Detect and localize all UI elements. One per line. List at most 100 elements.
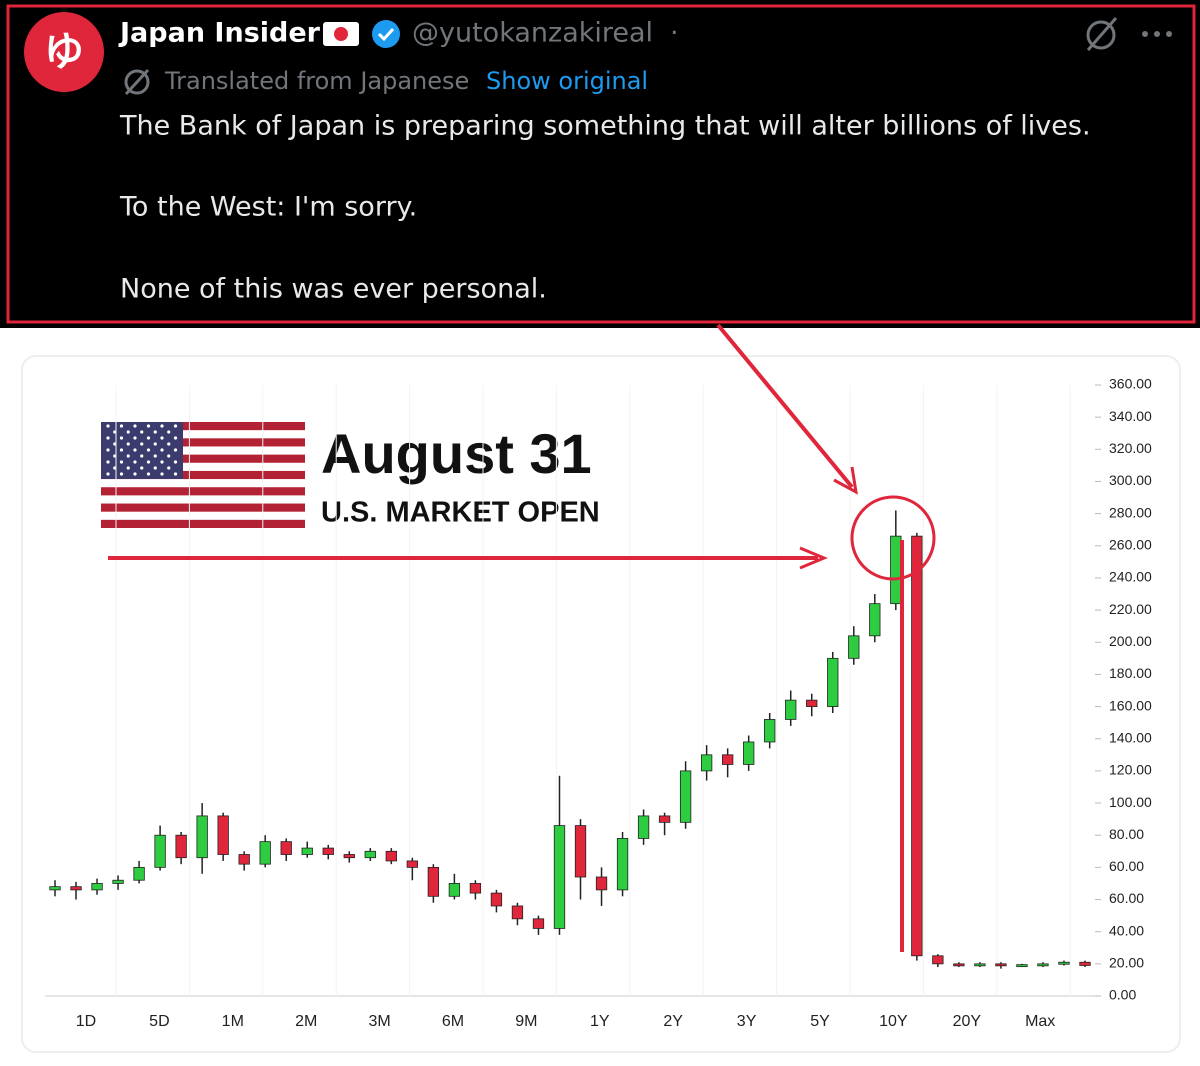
candle-body bbox=[848, 635, 860, 659]
tweet-text: None of this was ever personal. bbox=[120, 274, 547, 305]
period-button[interactable]: 2Y bbox=[663, 1013, 683, 1030]
y-tick-label: 0.00 bbox=[1109, 987, 1136, 1003]
more-menu[interactable] bbox=[1142, 31, 1172, 37]
candle-body bbox=[1016, 964, 1028, 968]
candle-body bbox=[364, 850, 376, 859]
tweet-text: To the West: I'm sorry. bbox=[119, 192, 417, 223]
y-tick-label: 60.00 bbox=[1109, 858, 1144, 874]
candle-body bbox=[280, 841, 292, 855]
candle-body bbox=[890, 535, 902, 605]
y-tick-label: 340.00 bbox=[1109, 408, 1152, 424]
translate-icon bbox=[124, 69, 150, 95]
candle-body bbox=[1058, 961, 1070, 965]
translated-note: Translated from Japanese bbox=[164, 67, 469, 95]
y-tick-label: 60.00 bbox=[1109, 890, 1144, 906]
y-tick-label: 360.00 bbox=[1109, 376, 1152, 392]
y-tick-label: 320.00 bbox=[1109, 440, 1152, 456]
y-tick-label: 120.00 bbox=[1109, 762, 1152, 778]
highlight-box bbox=[6, 4, 1196, 324]
candle-body bbox=[154, 834, 166, 868]
candle-body bbox=[511, 905, 524, 920]
y-tick-label: 240.00 bbox=[1109, 569, 1152, 585]
candle-body bbox=[721, 754, 734, 765]
candle-body bbox=[49, 886, 61, 891]
candle-body bbox=[785, 699, 797, 720]
period-button[interactable]: 3M bbox=[368, 1013, 390, 1030]
candle-body bbox=[448, 883, 461, 897]
candle-body bbox=[259, 841, 271, 865]
candle-body bbox=[974, 963, 986, 967]
author-name[interactable]: Japan Insider bbox=[118, 18, 321, 49]
verified-check bbox=[377, 27, 395, 42]
candle-body bbox=[532, 918, 545, 929]
flag-emoji-sun bbox=[334, 27, 348, 41]
candle-body bbox=[764, 719, 776, 743]
y-tick-label: 300.00 bbox=[1109, 472, 1152, 488]
y-tick-label: 260.00 bbox=[1109, 536, 1152, 552]
candle-body bbox=[553, 825, 566, 929]
annotation-arrows bbox=[108, 323, 936, 952]
avatar-glyph: ゆ bbox=[44, 29, 84, 75]
candle-body bbox=[806, 699, 818, 707]
translate-icon-slash bbox=[124, 68, 150, 96]
us-flag bbox=[101, 422, 305, 528]
candle-body bbox=[995, 963, 1007, 967]
candle-body bbox=[574, 825, 587, 878]
period-button[interactable]: 20Y bbox=[953, 1013, 982, 1030]
candle-body bbox=[196, 815, 208, 859]
candle-body bbox=[1037, 963, 1049, 967]
candle-body bbox=[91, 883, 103, 891]
candle-body bbox=[743, 741, 755, 765]
y-tick-label: 180.00 bbox=[1109, 665, 1152, 681]
candle-body bbox=[953, 963, 965, 967]
candle-body bbox=[238, 854, 250, 865]
y-tick-label: 200.00 bbox=[1109, 633, 1152, 649]
y-tick-label: 140.00 bbox=[1109, 729, 1152, 745]
candle-body bbox=[827, 657, 839, 707]
avatar[interactable] bbox=[24, 12, 104, 92]
show-original-link[interactable]: Show original bbox=[486, 67, 648, 95]
candle-body bbox=[1079, 961, 1091, 966]
y-tick-label: 220.00 bbox=[1109, 601, 1152, 617]
candle-body bbox=[322, 847, 334, 855]
candle-body bbox=[616, 838, 629, 891]
period-button[interactable]: 5D bbox=[149, 1013, 169, 1030]
candle-body bbox=[700, 754, 713, 772]
period-button[interactable]: 1D bbox=[76, 1013, 96, 1030]
candle-body bbox=[427, 866, 440, 897]
period-button[interactable]: 1Y bbox=[590, 1013, 610, 1030]
grok-icon-slash bbox=[1086, 17, 1118, 51]
y-tick-label: 80.00 bbox=[1109, 826, 1144, 842]
candle-body bbox=[112, 879, 124, 884]
candle-body bbox=[343, 854, 355, 859]
period-button[interactable]: 6M bbox=[442, 1013, 464, 1030]
tweet-text: The Bank of Japan is preparing something… bbox=[119, 111, 1091, 142]
candle-body bbox=[869, 603, 881, 637]
grok-icon[interactable] bbox=[1086, 20, 1116, 50]
y-tick-label: 20.00 bbox=[1109, 955, 1144, 971]
period-button[interactable]: 3Y bbox=[737, 1013, 757, 1030]
candle-body bbox=[490, 892, 503, 907]
handle[interactable]: @yutokanzakireal bbox=[412, 18, 653, 49]
candle-body bbox=[469, 883, 482, 894]
candle-body bbox=[133, 866, 145, 881]
chart-panel bbox=[21, 355, 1181, 1053]
period-button[interactable]: 1M bbox=[222, 1013, 244, 1030]
candle-body bbox=[658, 815, 671, 823]
candle-body bbox=[217, 815, 229, 855]
candle-body bbox=[595, 876, 608, 891]
period-button[interactable]: 10Y bbox=[879, 1013, 908, 1030]
period-button[interactable]: 2M bbox=[295, 1013, 317, 1030]
period-button[interactable]: Max bbox=[1025, 1013, 1055, 1030]
period-button[interactable]: 9M bbox=[515, 1013, 537, 1030]
candle-body bbox=[932, 955, 944, 965]
candle-body bbox=[385, 850, 397, 862]
tweet-background bbox=[0, 0, 1200, 328]
period-button[interactable]: 5Y bbox=[810, 1013, 830, 1030]
candle-body bbox=[175, 834, 187, 859]
annotation-title: August 31 bbox=[321, 422, 592, 485]
candle-body bbox=[70, 886, 82, 891]
candle-body bbox=[911, 535, 923, 957]
